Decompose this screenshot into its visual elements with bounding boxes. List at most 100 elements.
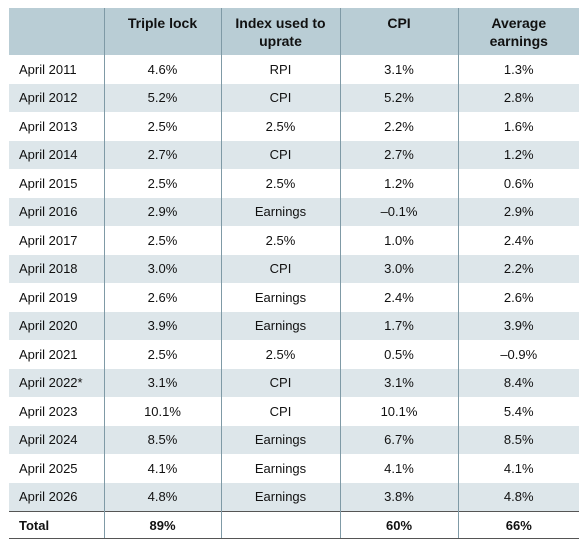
table-row: April 2017 2.5% 2.5% 1.0% 2.4% xyxy=(9,226,579,255)
row-index-cell: 2.5% xyxy=(220,169,340,198)
row-year-cell: April 2024 xyxy=(9,425,104,454)
row-index-cell: 2.5% xyxy=(220,226,340,255)
row-year-cell: April 2014 xyxy=(9,140,104,169)
table-row: April 2024 8.5% Earnings 6.7% 8.5% xyxy=(9,425,579,454)
total-row: Total 89% 60% 66% xyxy=(9,511,579,539)
row-index-cell: RPI xyxy=(220,55,340,84)
row-cpi-cell: 4.1% xyxy=(339,454,458,483)
row-index-cell: Earnings xyxy=(220,425,340,454)
row-index-cell: Earnings xyxy=(220,197,340,226)
row-index-cell: CPI xyxy=(220,83,340,112)
table-body: April 2011 4.6% RPI 3.1% 1.3% April 2012 5.2% C… xyxy=(9,55,579,512)
row-average-earnings-cell: 4.8% xyxy=(457,482,579,512)
table-row: April 2022* 3.1% CPI 3.1% 8.4% xyxy=(9,368,579,397)
row-average-earnings-cell: 2.8% xyxy=(457,83,579,112)
row-year-cell: April 2016 xyxy=(9,197,104,226)
row-index-cell: Earnings xyxy=(220,482,340,512)
table-row: April 2018 3.0% CPI 3.0% 2.2% xyxy=(9,254,579,283)
row-average-earnings-cell: 1.6% xyxy=(457,112,579,141)
row-average-earnings-cell: 2.6% xyxy=(457,283,579,312)
table-row: April 2015 2.5% 2.5% 1.2% 0.6% xyxy=(9,169,579,198)
row-year-cell: April 2013 xyxy=(19,118,78,134)
row-triple-lock-cell: 2.9% xyxy=(103,197,221,226)
header-cell-average-earnings: Average earnings xyxy=(457,8,579,55)
header-cell-triple-lock: Triple lock xyxy=(103,8,221,55)
row-index-cell: CPI xyxy=(220,254,340,283)
header-cell-cpi: CPI xyxy=(339,8,458,55)
row-year-cell: April 2015 xyxy=(19,175,78,191)
row-triple-lock-cell: 3.9% xyxy=(103,311,221,340)
row-index-cell: CPI xyxy=(220,140,340,169)
table-row: April 2014 2.7% CPI 2.7% 1.2% xyxy=(9,140,579,169)
row-triple-lock-cell: 4.6% xyxy=(103,55,221,84)
table-row: April 2021 2.5% 2.5% 0.5% –0.9% xyxy=(9,340,579,369)
row-cpi-cell: 0.5% xyxy=(339,340,458,369)
row-triple-lock-cell: 2.5% xyxy=(103,340,221,369)
row-triple-lock-cell: 2.7% xyxy=(103,140,221,169)
row-cpi-cell: –0.1% xyxy=(339,197,458,226)
row-year-cell: April 2022* xyxy=(9,368,104,397)
table-row: April 2013 2.5% 2.5% 2.2% 1.6% xyxy=(9,112,579,141)
row-index-cell: Earnings xyxy=(220,283,340,312)
row-year-cell: April 2025 xyxy=(19,460,78,476)
row-triple-lock-cell: 5.2% xyxy=(103,83,221,112)
total-index xyxy=(220,511,340,539)
row-index-cell: CPI xyxy=(220,368,340,397)
row-triple-lock-cell: 2.5% xyxy=(103,112,221,141)
row-index-cell: 2.5% xyxy=(220,112,340,141)
uprating-table: Triple lock Index used to uprate CPI Ave… xyxy=(9,8,579,539)
row-cpi-cell: 5.2% xyxy=(339,83,458,112)
row-cpi-cell: 3.1% xyxy=(339,55,458,84)
row-year-cell: April 2021 xyxy=(19,346,78,362)
row-year-cell: April 2019 xyxy=(19,289,78,305)
row-average-earnings-cell: 5.4% xyxy=(457,397,579,426)
row-triple-lock-cell: 3.1% xyxy=(103,368,221,397)
row-cpi-cell: 3.0% xyxy=(339,254,458,283)
table-row: April 2011 4.6% RPI 3.1% 1.3% xyxy=(9,55,579,84)
row-average-earnings-cell: 1.3% xyxy=(457,55,579,84)
table-row: April 2023 10.1% CPI 10.1% 5.4% xyxy=(9,397,579,426)
row-cpi-cell: 3.8% xyxy=(339,482,458,512)
row-average-earnings-cell: 8.4% xyxy=(457,368,579,397)
row-triple-lock-cell: 10.1% xyxy=(103,397,221,426)
row-cpi-cell: 1.2% xyxy=(339,169,458,198)
row-triple-lock-cell: 2.6% xyxy=(103,283,221,312)
row-year-cell: April 2020 xyxy=(9,311,104,340)
row-average-earnings-cell: 2.4% xyxy=(457,226,579,255)
row-cpi-cell: 2.4% xyxy=(339,283,458,312)
row-average-earnings-cell: 4.1% xyxy=(457,454,579,483)
row-cpi-cell: 6.7% xyxy=(339,425,458,454)
total-label: Total xyxy=(9,511,104,539)
row-average-earnings-cell: 3.9% xyxy=(457,311,579,340)
table-row: April 2025 4.1% Earnings 4.1% 4.1% xyxy=(9,454,579,483)
row-cpi-cell: 1.7% xyxy=(339,311,458,340)
row-average-earnings-cell: 2.2% xyxy=(457,254,579,283)
row-index-cell: Earnings xyxy=(220,311,340,340)
row-cpi-cell: 2.7% xyxy=(339,140,458,169)
total-average-earnings: 66% xyxy=(457,511,579,539)
row-index-cell: 2.5% xyxy=(220,340,340,369)
row-triple-lock-cell: 4.8% xyxy=(103,482,221,512)
row-average-earnings-cell: 8.5% xyxy=(457,425,579,454)
row-cpi-cell: 1.0% xyxy=(339,226,458,255)
row-year-cell: April 2017 xyxy=(19,232,78,248)
total-triple-lock: 89% xyxy=(103,511,221,539)
table-row: April 2016 2.9% Earnings –0.1% 2.9% xyxy=(9,197,579,226)
table-row: April 2020 3.9% Earnings 1.7% 3.9% xyxy=(9,311,579,340)
row-year-cell: April 2018 xyxy=(9,254,104,283)
row-triple-lock-cell: 4.1% xyxy=(103,454,221,483)
row-index-cell: CPI xyxy=(220,397,340,426)
row-index-cell: Earnings xyxy=(220,454,340,483)
row-triple-lock-cell: 3.0% xyxy=(103,254,221,283)
total-cpi: 60% xyxy=(339,511,458,539)
table-row: April 2012 5.2% CPI 5.2% 2.8% xyxy=(9,83,579,112)
row-cpi-cell: 3.1% xyxy=(339,368,458,397)
uprating-table-container: Triple lock Index used to uprate CPI Ave… xyxy=(9,8,579,539)
row-average-earnings-cell: 1.2% xyxy=(457,140,579,169)
row-triple-lock-cell: 2.5% xyxy=(103,226,221,255)
table-row: April 2019 2.6% Earnings 2.4% 2.6% xyxy=(9,283,579,312)
row-year-cell: April 2012 xyxy=(9,83,104,112)
header-cell-year xyxy=(9,8,104,55)
row-year-cell: April 2026 xyxy=(9,482,104,512)
row-average-earnings-cell: 0.6% xyxy=(457,169,579,198)
